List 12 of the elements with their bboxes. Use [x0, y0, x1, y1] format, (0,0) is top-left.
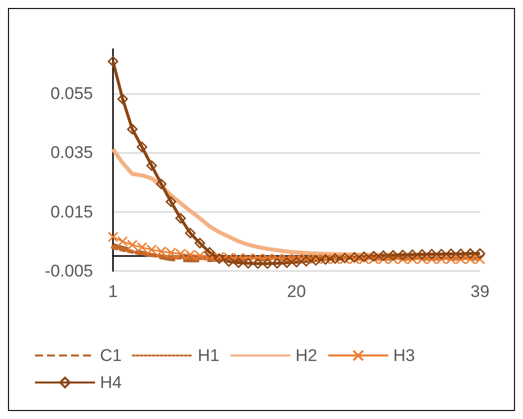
legend-label: H3	[393, 346, 415, 365]
x-tick-label: 1	[108, 282, 118, 301]
y-tick-label: 0.055	[50, 84, 93, 103]
legend-label: H1	[198, 346, 220, 365]
legend-label: H4	[100, 373, 122, 392]
x-tick-label: 39	[470, 282, 490, 301]
y-tick-label: 0.035	[50, 143, 93, 162]
legend-label: C1	[100, 346, 122, 365]
y-tick-label: 0.015	[50, 202, 93, 222]
legend-label: H2	[295, 346, 318, 365]
x-tick-label: 20	[287, 282, 306, 301]
y-tick-label: -0.005	[44, 262, 93, 280]
